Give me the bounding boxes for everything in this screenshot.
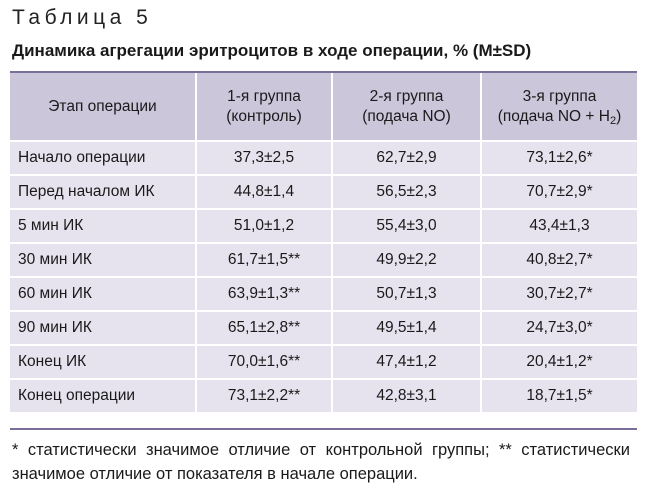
group-3-cell: 20,4±1,2* — [481, 344, 637, 379]
group-2-cell: 50,7±1,3 — [332, 276, 482, 311]
table-title: Динамика агрегации эритроцитов в ходе оп… — [12, 41, 532, 60]
table-label: Таблица 5 — [12, 6, 153, 29]
header-group-3-name: 3-я группа — [522, 87, 597, 105]
table-row: Перед началом ИК 44,8±1,4 56,5±2,3 70,7±2,9… — [10, 174, 637, 209]
group-2-cell: 49,9±2,2 — [332, 242, 482, 277]
group-3-cell: 70,7±2,9* — [481, 174, 637, 209]
header-group-2: 2-я группа (подача NO) — [332, 73, 482, 141]
group-1-cell: 65,1±2,8** — [196, 310, 333, 345]
header-group-1-desc: (контроль) — [226, 107, 302, 125]
group-2-cell: 47,4±1,2 — [332, 344, 482, 379]
table-row: 60 мин ИК 63,9±1,3** 50,7±1,3 30,7±2,7* — [10, 276, 637, 311]
stage-cell: 60 мин ИК — [10, 276, 197, 311]
stage-cell: Конец ИК — [10, 344, 197, 379]
stage-cell: 5 мин ИК — [10, 208, 197, 243]
bottom-rule — [10, 428, 637, 430]
header-group-1-name: 1-я группа — [227, 87, 301, 105]
footnote: * статистически значимое отличие от конт… — [12, 441, 630, 483]
group-2-cell: 55,4±3,0 — [332, 208, 482, 243]
header-group-3: 3-я группа (подача NO + H2) — [481, 73, 637, 141]
group-2-cell: 49,5±1,4 — [332, 310, 482, 345]
table-row: Начало операции 37,3±2,5 62,7±2,9 73,1±2,6* — [10, 140, 637, 175]
header-group-2-desc: (подача NO) — [362, 107, 451, 125]
top-rule — [10, 71, 637, 73]
header-stage: Этап операции — [10, 73, 197, 141]
group-3-cell: 30,7±2,7* — [481, 276, 637, 311]
header-row: Этап операции 1-я группа (контроль) 2-я … — [10, 73, 637, 141]
group-1-cell: 37,3±2,5 — [196, 140, 333, 175]
header-group-2-name: 2-я группа — [369, 87, 444, 105]
group-3-cell: 24,7±3,0* — [481, 310, 637, 345]
group-1-cell: 44,8±1,4 — [196, 174, 333, 209]
group-1-cell: 51,0±1,2 — [196, 208, 333, 243]
group-1-cell: 63,9±1,3** — [196, 276, 333, 311]
group-1-cell: 70,0±1,6** — [196, 344, 333, 379]
table-row: Конец операции 73,1±2,2** 42,8±3,1 18,7±1,5… — [10, 378, 637, 412]
group-1-cell: 73,1±2,2** — [196, 378, 333, 412]
group-2-cell: 42,8±3,1 — [332, 378, 482, 412]
group-3-cell: 73,1±2,6* — [481, 140, 637, 175]
stage-cell: 90 мин ИК — [10, 310, 197, 345]
group-2-cell: 62,7±2,9 — [332, 140, 482, 175]
header-group-1: 1-я группа (контроль) — [196, 73, 333, 141]
group-3-cell: 40,8±2,7* — [481, 242, 637, 277]
stage-cell: Начало операции — [10, 140, 197, 175]
aggregation-table: Этап операции 1-я группа (контроль) 2-я … — [10, 73, 637, 412]
table-row: 90 мин ИК 65,1±2,8** 49,5±1,4 24,7±3,0* — [10, 310, 637, 345]
group-3-cell: 43,4±1,3 — [481, 208, 637, 243]
stage-cell: Конец операции — [10, 378, 197, 412]
table-row: 30 мин ИК 61,7±1,5** 49,9±2,2 40,8±2,7* — [10, 242, 637, 277]
stage-cell: 30 мин ИК — [10, 242, 197, 277]
stage-cell: Перед началом ИК — [10, 174, 197, 209]
group-2-cell: 56,5±2,3 — [332, 174, 482, 209]
header-group-3-desc: (подача NO + H2) — [497, 107, 622, 127]
group-1-cell: 61,7±1,5** — [196, 242, 333, 277]
table-row: Конец ИК 70,0±1,6** 47,4±1,2 20,4±1,2* — [10, 344, 637, 379]
group-3-cell: 18,7±1,5* — [481, 378, 637, 412]
table-row: 5 мин ИК 51,0±1,2 55,4±3,0 43,4±1,3 — [10, 208, 637, 243]
